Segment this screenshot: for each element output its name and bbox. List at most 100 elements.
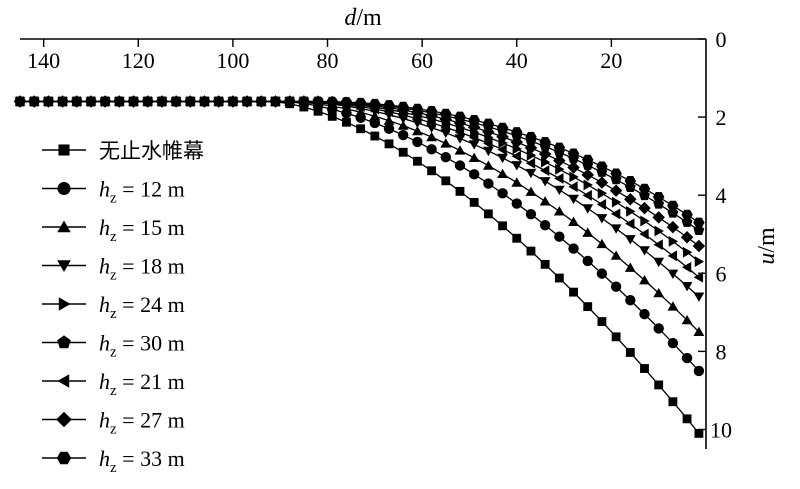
data-point (624, 235, 636, 245)
legend-marker (58, 144, 70, 156)
data-point (667, 250, 678, 262)
data-point (440, 151, 451, 163)
data-point (198, 96, 211, 107)
data-point (511, 161, 523, 171)
data-point (497, 153, 508, 164)
legend-marker (57, 374, 70, 388)
data-point (14, 96, 26, 107)
data-point (56, 96, 69, 107)
data-point (610, 168, 622, 179)
legend-marker (57, 182, 71, 195)
data-point (667, 301, 679, 311)
data-point (454, 145, 466, 155)
data-point (184, 96, 197, 107)
data-point (525, 157, 536, 169)
data-point (539, 165, 550, 177)
data-point (427, 166, 437, 176)
legend-label: hz = 27 m (99, 408, 185, 438)
data-point (568, 181, 578, 193)
data-point (454, 111, 466, 122)
data-point (539, 137, 551, 147)
data-point (440, 108, 452, 119)
data-point (455, 186, 465, 196)
data-point (511, 127, 523, 138)
legend-label: hz = 21 m (99, 369, 185, 399)
axes: d/m u/m (20, 5, 780, 449)
data-point (412, 156, 422, 166)
data-point (666, 220, 680, 234)
data-point (497, 144, 507, 155)
data-point (638, 201, 651, 215)
legend-marker (58, 297, 71, 311)
legend-label: hz = 30 m (99, 331, 185, 361)
data-point (654, 225, 664, 237)
data-point (468, 140, 480, 150)
data-point (468, 115, 480, 125)
legend-label: hz = 33 m (99, 446, 185, 476)
data-point (639, 246, 650, 256)
y-tick-label: 2 (716, 105, 727, 130)
data-point (568, 216, 579, 226)
data-point (510, 135, 523, 149)
data-point (283, 96, 296, 107)
data-point (667, 200, 679, 211)
data-point (625, 348, 635, 357)
data-point (596, 214, 608, 224)
data-point (582, 255, 593, 267)
data-point (694, 256, 705, 267)
data-point (553, 142, 566, 153)
data-point (127, 96, 140, 107)
data-point (496, 130, 509, 144)
y-tick-label: 6 (716, 261, 727, 286)
data-point (581, 168, 594, 182)
data-point (597, 317, 607, 326)
data-point (693, 271, 704, 283)
data-point (582, 154, 594, 165)
y-tick-label: 0 (716, 27, 727, 52)
data-point (142, 96, 154, 107)
data-point (383, 100, 395, 111)
data-point (212, 96, 225, 107)
data-point (639, 308, 650, 320)
data-point (255, 96, 267, 107)
x-tick-label: 80 (317, 48, 339, 73)
data-point (567, 148, 580, 159)
data-point (681, 281, 693, 292)
data-point (583, 302, 593, 312)
data-point (354, 97, 367, 108)
data-point (496, 122, 509, 133)
data-point (298, 96, 310, 107)
data-point (411, 103, 424, 114)
data-point (624, 192, 637, 206)
data-point (567, 161, 580, 174)
x-tick-label: 120 (122, 48, 155, 73)
data-point (569, 171, 579, 183)
legend-item: hz = 30 m (42, 331, 185, 361)
data-point (453, 116, 467, 130)
data-point (611, 332, 621, 342)
y-tick-label: 8 (716, 339, 727, 364)
data-point (483, 137, 493, 149)
data-point (269, 96, 282, 107)
data-point (554, 273, 564, 283)
data-point (384, 139, 394, 149)
data-point (626, 205, 636, 217)
data-point (569, 287, 578, 297)
legend-item: hz = 24 m (42, 292, 185, 322)
data-point (682, 246, 693, 258)
data-point (639, 228, 649, 240)
data-point (582, 227, 594, 237)
data-point (468, 132, 479, 144)
data-point (538, 147, 552, 161)
legend-marker (56, 411, 72, 428)
data-point (610, 208, 621, 220)
data-point (383, 123, 395, 134)
data-point (525, 186, 537, 196)
data-point (582, 189, 592, 201)
data-point (482, 160, 494, 170)
data-point (611, 196, 622, 208)
data-point (553, 206, 565, 216)
data-point (156, 96, 168, 107)
data-point (398, 129, 409, 141)
data-point (326, 96, 338, 107)
